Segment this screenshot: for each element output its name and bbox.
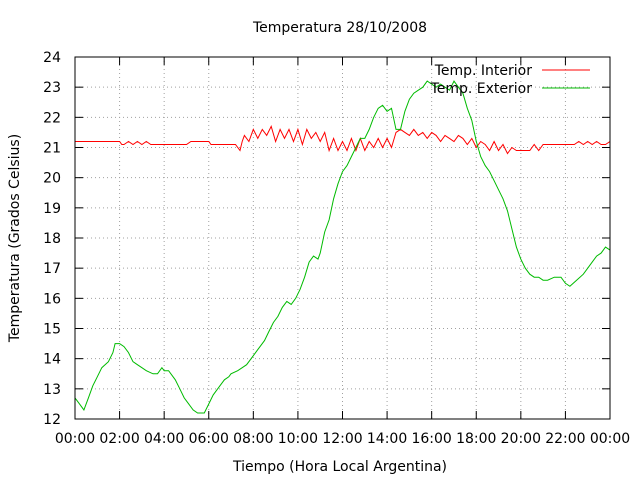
x-tick-label: 00:00 (590, 431, 630, 447)
y-tick-label: 14 (43, 352, 61, 368)
y-tick-label: 19 (43, 201, 61, 217)
x-tick-label: 08:00 (233, 431, 273, 447)
x-tick-label: 20:00 (501, 431, 541, 447)
y-tick-label: 24 (43, 50, 61, 66)
legend: Temp. Interior Temp. Exterior (430, 63, 590, 97)
y-tick-label: 21 (43, 141, 61, 157)
y-tick-label: 20 (43, 171, 61, 187)
x-tick-label: 12:00 (322, 431, 362, 447)
x-tick-label: 02:00 (99, 431, 139, 447)
x-tick-label: 00:00 (55, 431, 95, 447)
chart-title: Temperatura 28/10/2008 (252, 20, 427, 36)
y-axis-label: Temperatura (Grados Celsius) (7, 134, 23, 343)
grid (75, 57, 610, 419)
y-tick-label: 13 (43, 382, 61, 398)
y-tick-label: 16 (43, 291, 61, 307)
plot-frame (74, 56, 611, 420)
x-axis-label: Tiempo (Hora Local Argentina) (232, 459, 447, 475)
y-tick-label: 18 (43, 231, 61, 247)
y-tick-label: 22 (43, 110, 61, 126)
x-axis-ticks: 00:00 02:00 04:00 06:00 08:00 10:00 12:00 14:00… (55, 57, 630, 447)
x-tick-label: 06:00 (189, 431, 229, 447)
y-axis-ticks: 12 13 14 15 16 17 18 19 20 21 22 23 24 (43, 50, 610, 428)
x-tick-label: 10:00 (278, 431, 318, 447)
x-tick-label: 22:00 (545, 431, 585, 447)
legend-label-exterior: Temp. Exterior (430, 81, 533, 97)
series-line-exterior (74, 80, 611, 414)
x-tick-label: 04:00 (144, 431, 184, 447)
y-tick-label: 23 (43, 80, 61, 96)
series-line-interior (75, 125, 611, 155)
legend-label-interior: Temp. Interior (434, 63, 533, 79)
y-tick-label: 12 (43, 412, 61, 428)
series-lines (74, 80, 611, 414)
x-tick-label: 16:00 (411, 431, 451, 447)
y-tick-label: 17 (43, 261, 61, 277)
x-tick-label: 14:00 (367, 431, 407, 447)
y-tick-label: 15 (43, 322, 61, 338)
x-tick-label: 18:00 (456, 431, 496, 447)
